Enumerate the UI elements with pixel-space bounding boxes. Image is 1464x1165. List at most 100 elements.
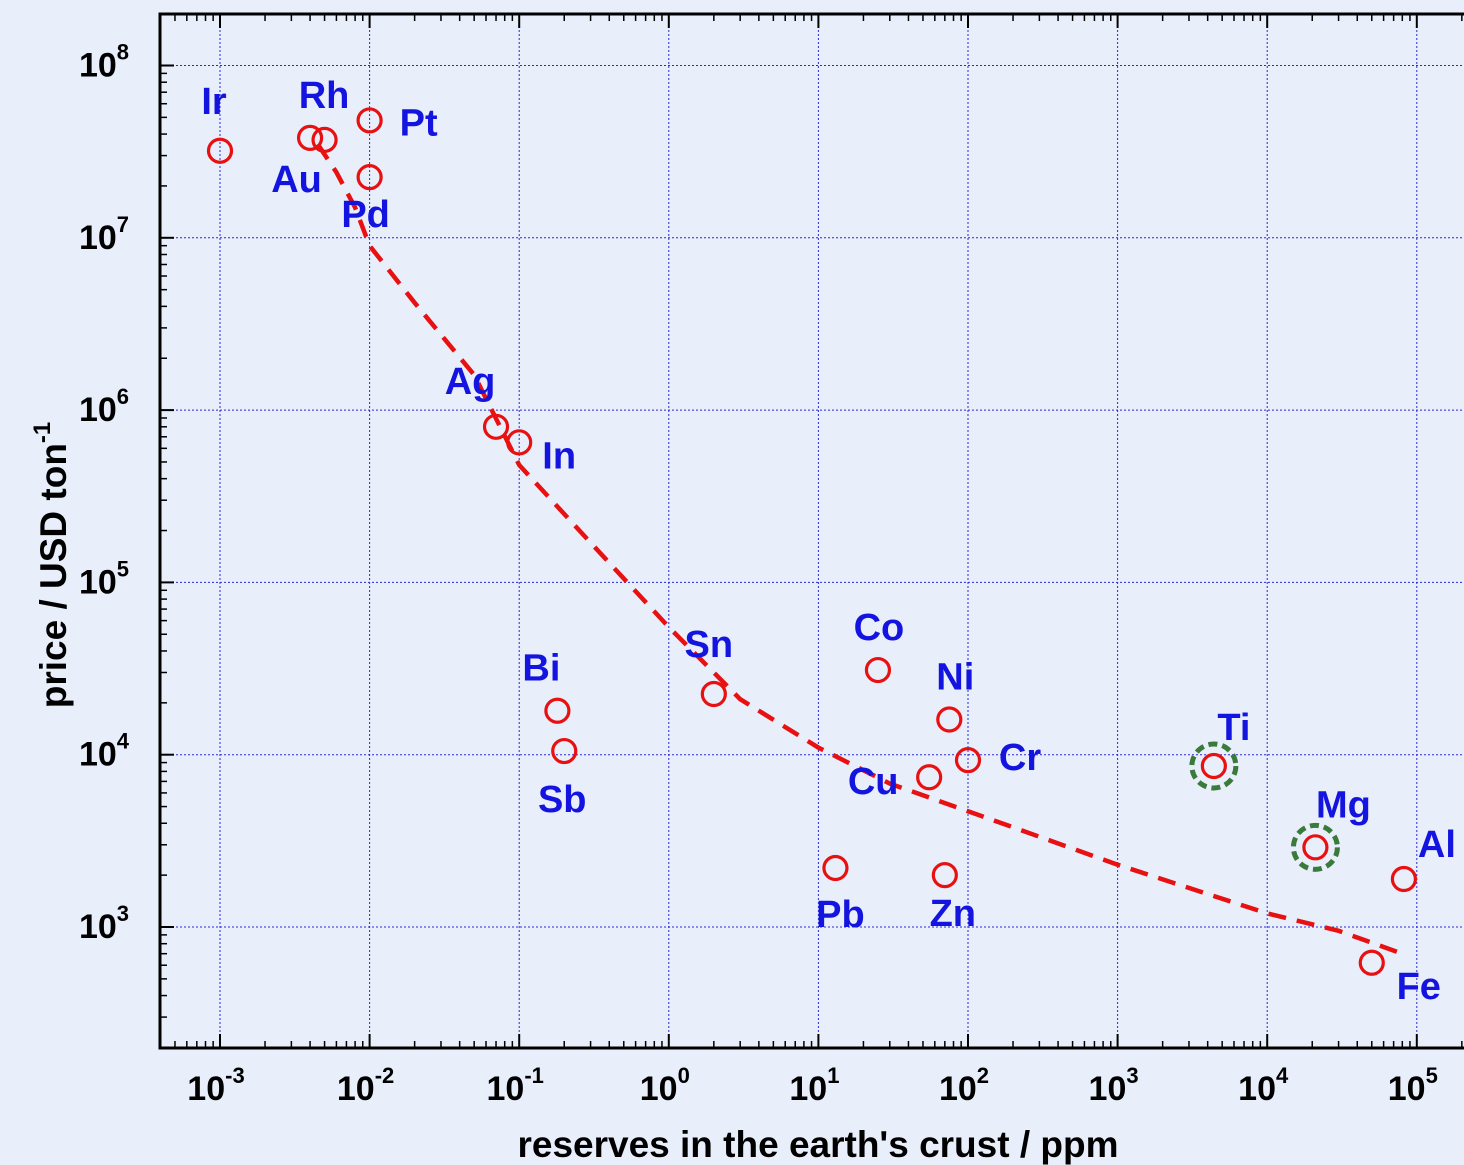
marker-in <box>506 429 533 456</box>
point-label-ti: Ti <box>1217 707 1250 749</box>
point-label-al: Al <box>1418 824 1456 866</box>
plot-frame <box>158 12 1464 1050</box>
point-label-cr: Cr <box>999 737 1041 779</box>
highlight-rings <box>1189 741 1340 872</box>
point-label-rh: Rh <box>299 75 350 117</box>
point-label-ni: Ni <box>936 657 974 699</box>
grid <box>160 14 1464 1048</box>
x-tick-label: 103 <box>1089 1063 1139 1108</box>
marker-pt <box>356 107 383 134</box>
y-tick-exponent: 4 <box>117 729 130 754</box>
marker-al <box>1390 865 1418 893</box>
point-label-zn: Zn <box>930 893 976 935</box>
marker-zn <box>931 862 958 889</box>
y-tick-label: 105 <box>79 556 129 601</box>
y-tick-base: 10 <box>79 219 117 257</box>
marker-rh <box>296 124 324 152</box>
y-tick-label: 104 <box>79 729 130 774</box>
point-label-co: Co <box>854 607 905 649</box>
y-tick-label: 108 <box>79 40 129 85</box>
point-label-bi: Bi <box>522 648 560 690</box>
point-label-pt: Pt <box>400 102 438 144</box>
x-tick-base: 10 <box>939 1070 977 1108</box>
y-tick-label: 107 <box>79 212 129 257</box>
marker-au <box>311 126 338 153</box>
x-tick-exponent: -1 <box>524 1063 544 1088</box>
point-label-sb: Sb <box>538 779 587 821</box>
highlight-ring-mg <box>1290 822 1340 872</box>
point-label-cu: Cu <box>848 761 899 803</box>
y-tick-exponent: 3 <box>117 901 129 926</box>
marker-fe <box>1358 949 1385 976</box>
point-label-ir: Ir <box>201 81 227 123</box>
point-label-mg: Mg <box>1316 784 1371 826</box>
x-tick-exponent: 4 <box>1276 1063 1289 1088</box>
point-label-au: Au <box>271 159 322 201</box>
x-tick-exponent: -2 <box>375 1063 395 1088</box>
data-markers <box>206 107 1418 976</box>
marker-ir <box>206 137 234 164</box>
y-axis-title-exponent: -1 <box>29 422 56 443</box>
x-tick-exponent: 1 <box>827 1063 839 1088</box>
point-label-ag: Ag <box>445 361 496 403</box>
point-label-pb: Pb <box>816 894 865 936</box>
y-axis-title-text: price / USD ton <box>33 443 74 708</box>
y-tick-base: 10 <box>79 563 117 601</box>
x-tick-base: 10 <box>640 1070 678 1108</box>
x-tick-base: 10 <box>1089 1070 1127 1108</box>
marker-ti <box>1200 752 1227 780</box>
marker-pd <box>356 164 383 191</box>
x-tick-base: 10 <box>1388 1070 1426 1108</box>
point-labels: Ir Rh Au Pt Pd Ag In Bi Sb Sn Pb Co Cu Ni Zn Cr Ti Mg Al Fe <box>201 75 1456 1008</box>
marker-sn <box>700 680 727 708</box>
marker-cu <box>916 764 943 791</box>
point-label-sn: Sn <box>685 624 734 666</box>
x-tick-base: 10 <box>187 1070 225 1108</box>
x-tick-base: 10 <box>789 1070 827 1108</box>
x-tick-exponent: 0 <box>678 1063 690 1088</box>
y-tick-exponent: 8 <box>117 40 129 65</box>
y-tick-label: 106 <box>79 384 129 429</box>
x-tick-label: 104 <box>1238 1063 1289 1108</box>
x-tick-label: 10-2 <box>337 1063 394 1108</box>
x-tick-exponent: 5 <box>1426 1063 1438 1088</box>
x-axis-title: reserves in the earth's crust / ppm <box>517 1124 1118 1165</box>
y-axis-title: price / USD ton-1 <box>29 422 74 709</box>
trend-line-group <box>315 142 1404 956</box>
point-label-pd: Pd <box>341 194 390 236</box>
x-tick-label: 105 <box>1388 1063 1438 1108</box>
y-tick-exponent: 5 <box>117 556 129 581</box>
y-tick-exponent: 6 <box>117 384 129 409</box>
x-tick-base: 10 <box>1238 1070 1276 1108</box>
marker-pb <box>822 854 849 882</box>
point-label-in: In <box>542 435 576 477</box>
marker-co <box>864 656 892 684</box>
x-tick-label: 10-1 <box>487 1063 544 1108</box>
x-tick-label: 100 <box>640 1063 690 1108</box>
highlight-ring-ti <box>1189 741 1239 791</box>
y-tick-exponent: 7 <box>117 212 129 237</box>
trend-line <box>315 142 1404 956</box>
y-tick-base: 10 <box>79 391 117 429</box>
marker-ag <box>482 413 510 440</box>
marker-mg <box>1302 834 1329 861</box>
x-tick-exponent: 3 <box>1126 1063 1138 1088</box>
x-tick-exponent: 2 <box>977 1063 989 1088</box>
x-tick-exponent: -3 <box>225 1063 245 1088</box>
marker-bi <box>544 697 571 724</box>
point-label-fe: Fe <box>1397 966 1441 1008</box>
y-tick-base: 10 <box>79 736 117 774</box>
marker-cr <box>954 747 982 774</box>
x-tick-label: 10-3 <box>187 1063 244 1108</box>
x-tick-base: 10 <box>337 1070 375 1108</box>
x-tick-label: 101 <box>789 1063 839 1108</box>
x-tick-label: 102 <box>939 1063 989 1108</box>
y-tick-base: 10 <box>79 908 117 946</box>
y-tick-base: 10 <box>79 47 117 85</box>
y-tick-label: 103 <box>79 901 129 946</box>
marker-ni <box>936 706 963 733</box>
marker-sb <box>551 737 578 765</box>
x-tick-base: 10 <box>487 1070 525 1108</box>
